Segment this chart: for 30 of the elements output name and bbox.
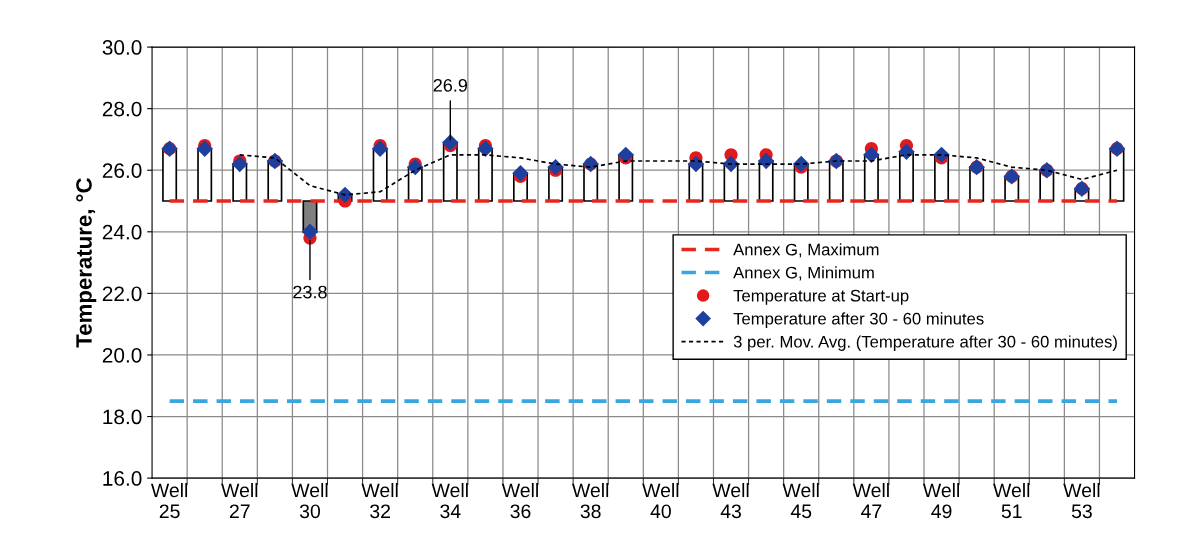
legend-label: Annex G, Maximum	[733, 243, 879, 258]
data-label: 26.9	[433, 78, 468, 92]
y-tick-label: 16.0	[103, 471, 142, 486]
x-tick-label: Well 27	[221, 482, 258, 518]
y-tick-label: 24.0	[102, 224, 142, 240]
y-tick-label: 28.0	[102, 101, 142, 117]
x-tick-label: Well 47	[852, 482, 889, 518]
y-axis-title: Temperature, °C	[76, 178, 97, 348]
x-tick-label: Well 43	[712, 482, 749, 519]
x-tick-label: Well 30	[291, 482, 328, 519]
x-tick-label: Well 45	[782, 482, 819, 519]
x-tick-label: Well 38	[572, 482, 609, 519]
x-tick-label: Well 25	[150, 482, 188, 519]
x-tick-label: Well 32	[361, 482, 398, 519]
x-tick-label: Well 36	[501, 482, 538, 519]
legend-label: Temperature after 30 - 60 minutes	[733, 312, 984, 328]
y-tick-label: 30.0	[102, 40, 142, 55]
legend-label: Temperature at Start-up	[733, 289, 909, 305]
legend-label: 3 per. Mov. Avg. (Temperature after 30 - 60 minutes)	[733, 335, 1117, 351]
y-tick-label: 22.0	[102, 286, 142, 302]
y-tick-label: 20.0	[102, 347, 142, 363]
legend-label: Annex G, Minimum	[733, 266, 874, 281]
x-tick-label: Well 49	[922, 482, 959, 519]
x-tick-label: Well 53	[1063, 482, 1100, 519]
y-tick-label: 18.0	[103, 409, 142, 425]
x-tick-label: Well 40	[642, 482, 679, 519]
data-label: 23.8	[293, 285, 327, 299]
y-tick-label: 26.0	[102, 163, 142, 178]
x-tick-label: Well 34	[431, 482, 468, 519]
x-tick-label: Well 51	[993, 482, 1030, 519]
